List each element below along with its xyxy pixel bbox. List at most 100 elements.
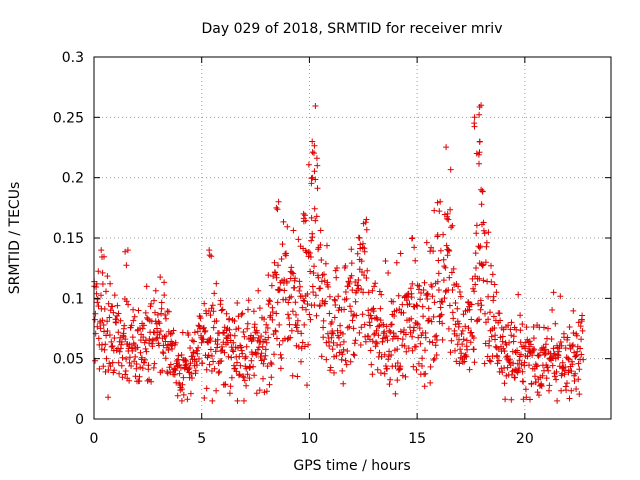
data-point	[489, 271, 496, 278]
data-point	[408, 235, 415, 242]
data-point	[434, 278, 441, 285]
data-point	[433, 332, 440, 339]
data-point	[365, 333, 372, 340]
data-point	[414, 303, 421, 309]
data-point	[478, 302, 485, 309]
x-tick-label: 5	[197, 431, 206, 447]
data-point	[92, 310, 99, 317]
data-point	[270, 273, 277, 280]
x-axis-label: GPS time / hours	[293, 458, 410, 474]
data-point	[142, 345, 149, 352]
data-point	[311, 150, 317, 157]
data-point	[475, 300, 481, 307]
data-point	[258, 350, 265, 357]
data-point	[483, 319, 489, 326]
data-point	[361, 248, 368, 255]
data-point	[405, 345, 412, 352]
data-point	[413, 320, 420, 327]
data-point	[346, 280, 353, 287]
data-point	[236, 371, 243, 378]
data-point	[128, 363, 135, 369]
data-point	[236, 372, 242, 379]
data-point	[495, 357, 502, 364]
data-point	[574, 348, 581, 355]
data-point	[195, 322, 202, 329]
data-point	[119, 354, 126, 361]
data-point	[236, 353, 243, 360]
data-point	[156, 331, 163, 338]
data-point	[371, 283, 378, 290]
data-point	[429, 283, 435, 290]
data-point	[340, 346, 347, 353]
data-point	[244, 371, 251, 378]
data-point	[322, 260, 329, 267]
data-point	[422, 347, 428, 354]
data-point	[159, 367, 166, 374]
data-point	[446, 274, 453, 281]
data-point	[571, 378, 578, 384]
data-point	[459, 359, 466, 366]
data-point	[447, 206, 454, 213]
data-point	[549, 355, 556, 361]
data-point	[260, 375, 266, 382]
data-point	[254, 329, 261, 336]
data-point	[299, 339, 306, 346]
data-point	[436, 208, 443, 215]
data-point	[303, 306, 309, 313]
data-point	[317, 227, 324, 234]
data-point	[175, 352, 182, 359]
data-point	[396, 306, 403, 313]
data-point	[576, 366, 583, 373]
data-point	[564, 334, 571, 341]
data-point	[279, 241, 286, 248]
data-point	[275, 198, 282, 205]
data-point	[482, 310, 488, 317]
data-point	[534, 362, 540, 369]
data-point	[478, 186, 485, 193]
data-point	[426, 315, 432, 322]
data-point	[304, 291, 311, 297]
data-point	[374, 340, 381, 347]
data-point	[245, 297, 252, 304]
data-point	[508, 332, 515, 339]
data-point	[180, 391, 187, 398]
data-point	[102, 341, 109, 348]
data-point	[255, 287, 262, 294]
data-point	[512, 374, 518, 381]
data-point	[111, 335, 118, 341]
data-point	[209, 397, 216, 404]
data-point	[126, 354, 133, 361]
data-point	[486, 357, 493, 364]
data-point	[409, 280, 416, 287]
y-tick-label: 0.05	[53, 352, 84, 368]
data-point	[386, 327, 393, 334]
data-point	[411, 244, 418, 251]
data-point	[140, 334, 147, 341]
data-point	[444, 210, 451, 217]
data-point	[210, 358, 217, 365]
data-point	[261, 356, 268, 363]
data-point	[287, 334, 294, 341]
data-point	[150, 364, 157, 371]
data-point	[198, 339, 205, 346]
data-point	[323, 356, 330, 363]
data-point	[579, 327, 586, 334]
data-point	[145, 362, 152, 369]
data-point	[564, 380, 570, 387]
data-point	[485, 316, 492, 323]
data-point	[373, 339, 380, 346]
data-point	[105, 367, 112, 373]
data-point	[274, 206, 281, 213]
data-point	[305, 161, 312, 168]
data-point	[456, 360, 463, 367]
data-point	[376, 349, 383, 356]
data-point	[260, 360, 267, 367]
data-point	[125, 301, 132, 308]
data-point	[208, 305, 215, 312]
grid-layer	[94, 57, 611, 419]
data-point	[476, 111, 483, 118]
data-point	[123, 356, 130, 362]
data-point	[479, 188, 486, 195]
data-point	[350, 351, 357, 358]
